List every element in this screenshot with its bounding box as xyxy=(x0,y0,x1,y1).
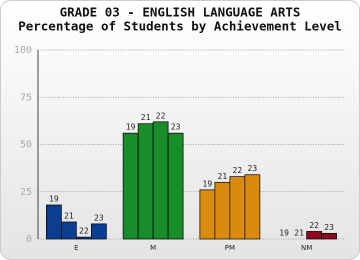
bar-label: 23 xyxy=(94,213,104,222)
bar xyxy=(91,223,107,240)
bar-label: 23 xyxy=(324,223,334,232)
bar xyxy=(46,204,62,240)
y-tick-label: 50 xyxy=(20,140,32,151)
bar-label: 21 xyxy=(64,211,74,220)
bar xyxy=(137,123,154,240)
y-tick-label: 100 xyxy=(14,45,32,56)
bar xyxy=(122,132,139,240)
bar-label: 21 xyxy=(294,229,304,238)
bar xyxy=(167,132,184,240)
bar-label: 19 xyxy=(279,229,289,238)
bar-label: 22 xyxy=(309,221,319,230)
bar-label: 19 xyxy=(49,194,59,203)
x-tick-label: PM xyxy=(225,244,235,252)
bar xyxy=(229,176,246,240)
y-tick-label: 25 xyxy=(20,187,32,198)
bar-label: 19 xyxy=(203,179,213,188)
bar xyxy=(244,174,261,240)
chart-subtitle: Percentage of Students by Achievement Le… xyxy=(18,19,342,34)
bar-label: 22 xyxy=(156,111,166,120)
bar-label: 22 xyxy=(233,166,243,175)
bar-label: 23 xyxy=(248,164,258,173)
y-tick-label: 75 xyxy=(20,92,32,103)
bar xyxy=(321,232,337,240)
x-tick-label: E xyxy=(74,244,78,252)
bar-label: 22 xyxy=(79,227,89,236)
bar xyxy=(152,121,169,240)
bar xyxy=(306,231,322,240)
x-tick-label: M xyxy=(150,244,156,252)
bar xyxy=(199,189,216,240)
bar-label: 19 xyxy=(126,123,136,132)
bar-label: 21 xyxy=(141,113,151,122)
bar-label: 21 xyxy=(218,172,228,181)
bar-label: 23 xyxy=(171,123,181,132)
bar xyxy=(61,221,77,240)
x-tick-label: NM xyxy=(301,244,312,252)
y-tick-label: 0 xyxy=(26,234,32,245)
chart-title: GRADE 03 - ENGLISH LANGUAGE ARTS xyxy=(60,5,301,20)
bar xyxy=(214,181,231,240)
bar xyxy=(76,236,92,240)
